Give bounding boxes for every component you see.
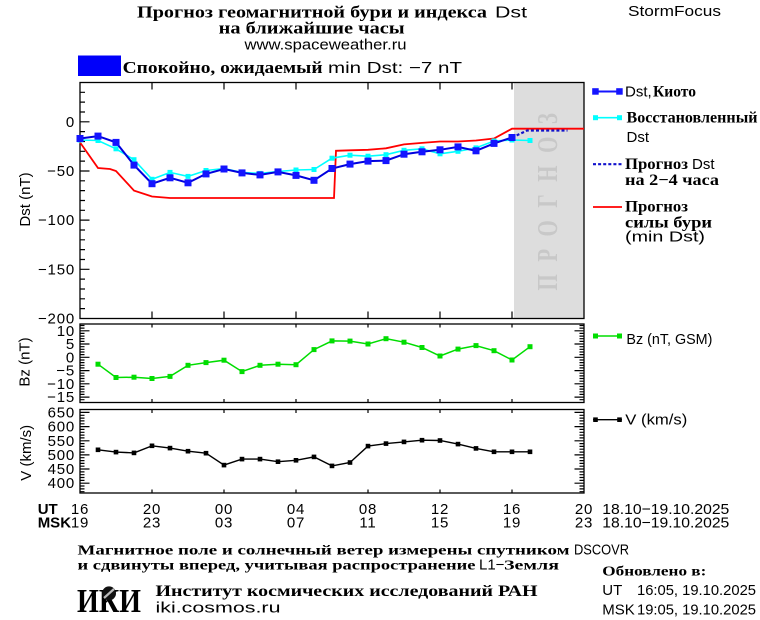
- svg-text:Bz (nT, GSM): Bz (nT, GSM): [626, 331, 712, 348]
- svg-text:−150: −150: [38, 261, 75, 278]
- svg-text:650: 650: [48, 404, 75, 421]
- svg-text:−100: −100: [38, 212, 75, 229]
- svg-text:0: 0: [66, 114, 75, 131]
- svg-text:08: 08: [359, 501, 377, 518]
- svg-text:V (km/s): V (km/s): [625, 412, 687, 429]
- svg-text:−200: −200: [38, 310, 75, 327]
- svg-text:DSCOVR: DSCOVR: [574, 542, 629, 559]
- svg-text:Dst,: Dst,: [625, 84, 652, 101]
- svg-text:ПРОГНОЗ: ПРОГНОЗ: [532, 100, 564, 290]
- svg-text:V (km/s): V (km/s): [18, 425, 35, 481]
- svg-text:Прогноз: Прогноз: [625, 199, 689, 216]
- svg-text:Прогноз геомагнитной бури и ин: Прогноз геомагнитной бури и индекса: [137, 3, 488, 22]
- svg-text:11: 11: [359, 515, 376, 532]
- svg-text:12: 12: [431, 501, 449, 518]
- svg-text:Спокойно, ожидаемый: Спокойно, ожидаемый: [123, 58, 323, 77]
- svg-text:Dst: Dst: [692, 156, 715, 173]
- svg-text:iki.cosmos.ru: iki.cosmos.ru: [156, 600, 281, 617]
- svg-text:UT: UT: [38, 501, 58, 518]
- svg-text:Восстановленный: Восстановленный: [627, 110, 758, 127]
- svg-text:силы бури: силы бури: [625, 215, 712, 232]
- svg-text:00: 00: [215, 501, 233, 518]
- svg-text:Обновлено в:: Обновлено в:: [602, 565, 706, 580]
- svg-text:www.spaceweather.ru: www.spaceweather.ru: [243, 37, 406, 54]
- svg-text:Dst (nT): Dst (nT): [17, 172, 34, 226]
- svg-text:600: 600: [48, 419, 75, 436]
- svg-text:и сдвинуты вперед, учитывая ра: и сдвинуты вперед, учитывая распростране…: [78, 559, 476, 574]
- svg-text:Прогноз: Прогноз: [625, 156, 689, 173]
- svg-text:MSK: MSK: [38, 515, 71, 532]
- svg-text:16: 16: [503, 501, 521, 518]
- svg-text:20: 20: [575, 501, 593, 518]
- svg-text:Институт космических исследова: Институт космических исследований РАН: [156, 583, 539, 600]
- svg-text:L1−: L1−: [479, 557, 505, 574]
- svg-text:−5: −5: [56, 363, 75, 380]
- svg-text:03: 03: [215, 515, 233, 532]
- svg-text:Магнитное поле и солнечный вет: Магнитное поле и солнечный ветер измерен…: [78, 544, 571, 559]
- svg-text:450: 450: [48, 461, 75, 478]
- svg-text:−10: −10: [47, 376, 75, 393]
- svg-text:Dst: Dst: [495, 5, 528, 22]
- svg-text:−50: −50: [47, 163, 75, 180]
- svg-text:16: 16: [71, 501, 89, 518]
- svg-text:MSK: MSK: [602, 602, 635, 619]
- svg-text:19:05, 19.10.2025: 19:05, 19.10.2025: [637, 602, 756, 619]
- svg-text:550: 550: [48, 433, 75, 450]
- svg-text:19: 19: [503, 515, 521, 532]
- svg-text:15: 15: [431, 515, 449, 532]
- svg-text:23: 23: [143, 515, 161, 532]
- svg-text:500: 500: [48, 447, 75, 464]
- svg-text:Dst: Dst: [627, 129, 650, 146]
- svg-text:19: 19: [71, 515, 89, 532]
- svg-text:20: 20: [143, 501, 161, 518]
- svg-text:07: 07: [287, 515, 305, 532]
- svg-text:0: 0: [66, 349, 75, 366]
- svg-text:18.10−19.10.2025: 18.10−19.10.2025: [602, 515, 729, 532]
- svg-text:5: 5: [66, 336, 75, 353]
- svg-text:на 2−4 часа: на 2−4 часа: [625, 172, 719, 189]
- svg-text:400: 400: [48, 475, 75, 492]
- svg-text:StormFocus: StormFocus: [628, 3, 721, 20]
- svg-text:−15: −15: [47, 389, 75, 406]
- svg-text:16:05, 19.10.2025: 16:05, 19.10.2025: [637, 582, 756, 599]
- svg-text:Киото: Киото: [653, 84, 696, 101]
- svg-text:min Dst: −7 nT: min Dst: −7 nT: [328, 60, 462, 77]
- svg-text:Земля: Земля: [504, 559, 560, 574]
- svg-text:04: 04: [287, 501, 305, 518]
- svg-text:18.10−19.10.2025: 18.10−19.10.2025: [602, 501, 729, 518]
- svg-text:23: 23: [575, 515, 593, 532]
- svg-text:UT: UT: [602, 582, 622, 599]
- svg-text:на ближайшие часы: на ближайшие часы: [219, 19, 405, 38]
- svg-text:Bz (nT): Bz (nT): [17, 337, 34, 386]
- svg-text:(min Dst): (min Dst): [625, 229, 705, 246]
- svg-text:10: 10: [57, 323, 75, 340]
